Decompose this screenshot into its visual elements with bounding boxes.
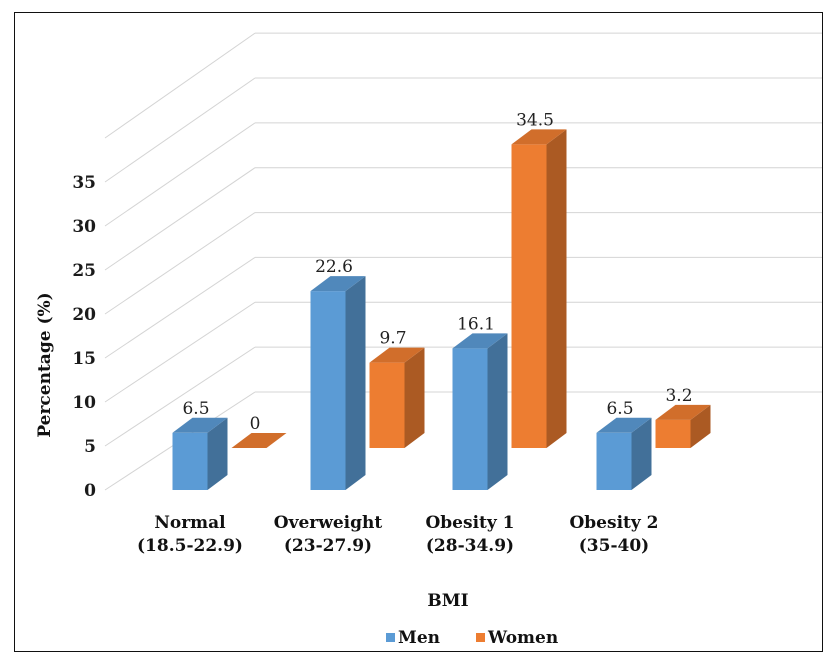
bar-top	[655, 404, 711, 420]
chart-frame	[14, 12, 823, 652]
bar-top	[369, 347, 425, 363]
x-axis-categories: Normal (18.5-22.9) Overweight (23-27.9) Obes…	[137, 513, 658, 556]
data-label-men-3: 6.5	[606, 399, 633, 419]
legend-swatch-men	[386, 633, 395, 642]
legend-swatch-women	[476, 633, 485, 642]
bar-men-1	[310, 276, 366, 490]
bar-men-0	[172, 417, 228, 490]
data-label-women-3: 3.2	[665, 386, 692, 406]
data-label-men-0: 6.5	[182, 399, 209, 419]
bar-top	[596, 417, 652, 433]
gridline-depth	[104, 122, 256, 227]
category-label-0: Normal	[154, 513, 226, 533]
gridline-depth	[104, 346, 256, 447]
bar-men-3	[596, 417, 652, 490]
y-tick-label: 10	[72, 393, 96, 413]
bar-front	[369, 362, 405, 448]
bar-top	[172, 417, 228, 433]
bar-side	[631, 417, 652, 490]
data-label-men-1: 22.6	[315, 257, 353, 277]
category-label-0: (18.5-22.9)	[137, 536, 243, 556]
bar-front	[655, 419, 691, 448]
gridline-depth	[104, 167, 256, 271]
bar-front	[596, 432, 632, 490]
bar-top	[231, 433, 287, 448]
y-axis-ticks: 0 5 10 15 20 25 30 35	[72, 173, 96, 501]
legend-label-women: Women	[487, 628, 558, 648]
x-axis-title: BMI	[427, 591, 468, 611]
legend-label-men: Men	[398, 628, 440, 648]
bar-women-3	[655, 404, 711, 448]
data-label-men-2: 16.1	[457, 314, 495, 334]
bar-women-1	[369, 347, 425, 448]
y-tick-label: 30	[72, 217, 96, 237]
y-tick-label: 20	[72, 305, 96, 325]
category-label-3: (35-40)	[579, 536, 649, 556]
bar-front	[511, 144, 547, 448]
y-tick-label: 5	[84, 437, 96, 457]
category-label-2: (28-34.9)	[426, 536, 514, 556]
legend: Men Women	[386, 628, 558, 648]
y-tick-label: 35	[72, 173, 96, 193]
bar-women-2	[511, 129, 567, 448]
bar-side	[345, 276, 366, 490]
gridline-depth	[104, 301, 256, 403]
bar-men-2	[452, 333, 508, 490]
category-label-3: Obesity 2	[569, 513, 658, 533]
gridline-depth	[104, 77, 256, 183]
data-labels: 6.5 22.6 16.1 6.5 0 9.7 34.5 3.2	[182, 110, 692, 434]
bars	[172, 129, 711, 490]
data-label-women-2: 34.5	[516, 110, 554, 130]
y-axis-title: Percentage (%)	[35, 292, 55, 437]
bar-front	[310, 291, 346, 490]
gridline-depth	[104, 32, 256, 139]
bar-side	[546, 129, 567, 448]
bar-top	[310, 276, 366, 292]
y-tick-label: 0	[84, 481, 96, 501]
bar-top	[511, 129, 567, 145]
bar-side	[690, 404, 711, 448]
bar-side	[404, 347, 425, 448]
bar-front	[452, 348, 488, 490]
bar-side	[487, 333, 508, 490]
data-label-women-1: 9.7	[379, 329, 406, 349]
category-label-1: (23-27.9)	[284, 536, 372, 556]
gridline-depth	[104, 212, 256, 315]
category-label-1: Overweight	[274, 513, 383, 533]
bar-top	[452, 333, 508, 349]
y-tick-label: 15	[72, 349, 96, 369]
bar-front	[172, 432, 208, 490]
gridline-depth	[104, 257, 256, 359]
bar-women-0	[231, 433, 287, 448]
bar-side	[207, 417, 228, 490]
y-tick-label: 25	[72, 261, 96, 281]
category-label-2: Obesity 1	[425, 513, 514, 533]
data-label-women-0: 0	[250, 414, 261, 434]
